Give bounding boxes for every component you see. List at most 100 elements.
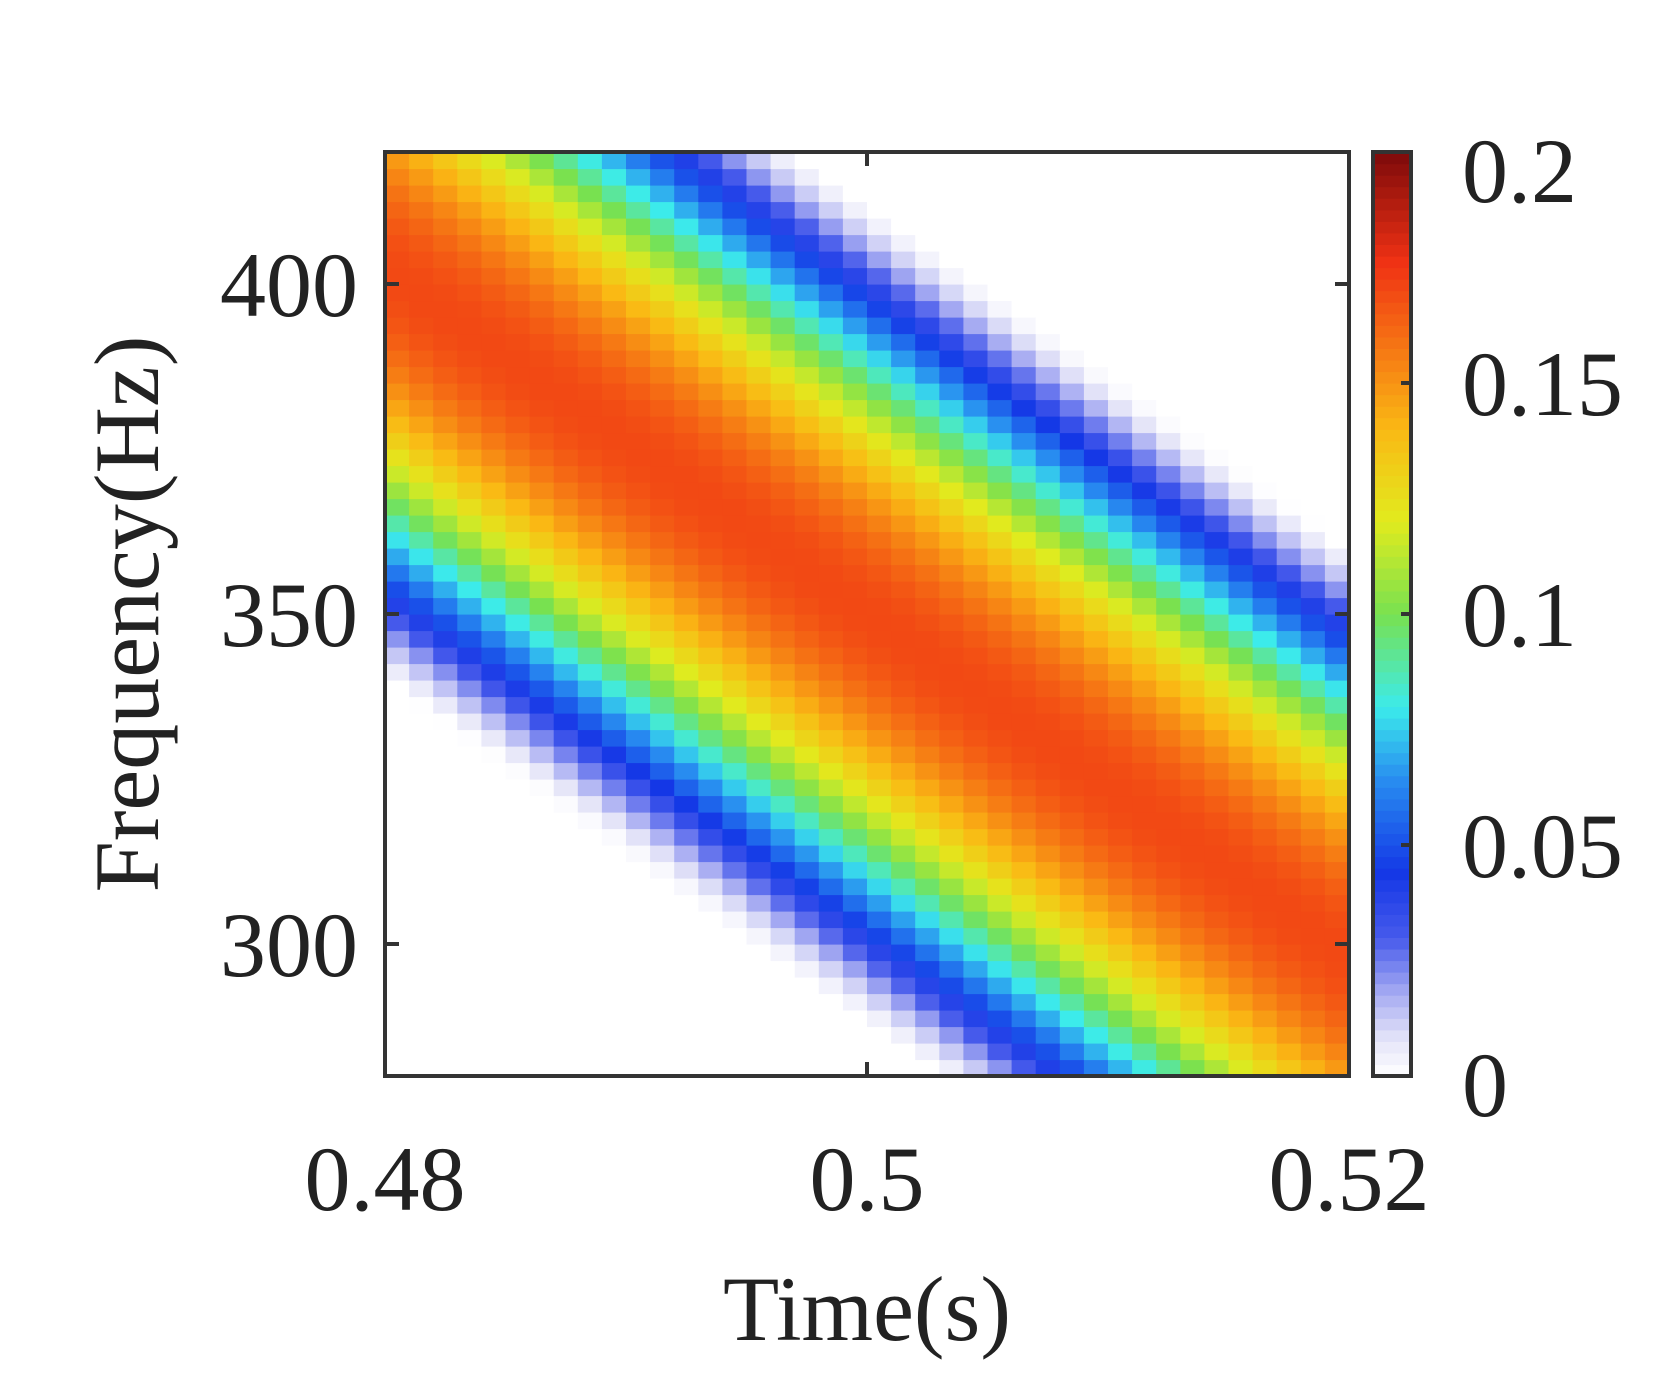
heatmap-cell: [1300, 416, 1326, 434]
heatmap-cell: [1059, 564, 1085, 582]
heatmap-cell: [1108, 185, 1133, 203]
heatmap-cell: [1011, 597, 1037, 615]
heatmap-cell: [553, 861, 579, 879]
heatmap-cell: [577, 383, 603, 401]
heatmap-cell: [1204, 894, 1230, 912]
heatmap-cell: [626, 432, 651, 450]
heatmap-cell: [722, 465, 748, 483]
heatmap-cell: [987, 251, 1013, 269]
heatmap-cell: [963, 812, 989, 830]
heatmap-cell: [1324, 168, 1350, 186]
heatmap-cell: [674, 449, 699, 467]
heatmap-cell: [457, 680, 482, 698]
heatmap-cell: [963, 234, 989, 252]
heatmap-cell: [915, 993, 940, 1011]
heatmap-cell: [842, 284, 868, 302]
heatmap-cell: [409, 300, 434, 318]
heatmap-cell: [987, 878, 1013, 896]
heatmap-cell: [409, 515, 434, 533]
heatmap-cell: [385, 548, 410, 566]
colorbar-band: [1373, 175, 1411, 188]
heatmap-cell: [601, 762, 627, 780]
heatmap-cell: [505, 498, 531, 516]
heatmap-cell: [818, 218, 844, 236]
heatmap-cell: [915, 317, 940, 335]
heatmap-cell: [722, 515, 748, 533]
heatmap-cell: [1108, 300, 1133, 318]
heatmap-cell: [818, 564, 844, 582]
heatmap-cell: [1228, 614, 1254, 632]
colorbar-band: [1373, 891, 1411, 904]
heatmap-cell: [1083, 1043, 1109, 1061]
heatmap-cell: [577, 564, 603, 582]
heatmap-cell: [385, 383, 410, 401]
heatmap-cell: [481, 267, 507, 285]
heatmap-cell: [1276, 861, 1302, 879]
heatmap-cell: [1324, 152, 1350, 170]
heatmap-cell: [1156, 432, 1181, 450]
heatmap-cell: [1324, 927, 1350, 945]
colorbar-band: [1373, 556, 1411, 569]
heatmap-cell: [481, 399, 507, 417]
heatmap-cell: [915, 168, 940, 186]
heatmap-cell: [1252, 383, 1278, 401]
heatmap-cell: [698, 696, 723, 714]
heatmap-cell: [963, 152, 989, 170]
heatmap-cell: [529, 960, 555, 978]
heatmap-cell: [818, 515, 844, 533]
heatmap-cell: [722, 878, 748, 896]
heatmap-cell: [1324, 713, 1350, 731]
heatmap-cell: [1035, 1059, 1061, 1077]
heatmap-cell: [409, 218, 434, 236]
heatmap-cell: [1132, 944, 1157, 962]
heatmap-cell: [915, 977, 940, 995]
heatmap-cell: [1228, 663, 1254, 681]
heatmap-cell: [770, 680, 796, 698]
heatmap-cell: [746, 185, 772, 203]
colorbar-tick-label: 0.05: [1462, 795, 1623, 897]
heatmap-cell: [385, 696, 410, 714]
heatmap-cell: [1132, 267, 1157, 285]
heatmap-cell: [1011, 861, 1037, 879]
heatmap-cell: [385, 894, 410, 912]
heatmap-cell: [746, 993, 772, 1011]
heatmap-cell: [1324, 680, 1350, 698]
heatmap-cell: [1228, 482, 1254, 500]
heatmap-cell: [842, 960, 868, 978]
heatmap-cell: [891, 597, 916, 615]
heatmap-cell: [939, 614, 964, 632]
heatmap-cell: [891, 168, 916, 186]
heatmap-cell: [722, 581, 748, 599]
heatmap-cell: [1083, 795, 1109, 813]
heatmap-cell: [1180, 581, 1205, 599]
heatmap-cell: [1011, 762, 1037, 780]
heatmap-cell: [1035, 498, 1061, 516]
heatmap-cell: [601, 498, 627, 516]
heatmap-cell: [457, 1043, 482, 1061]
heatmap-cell: [433, 152, 458, 170]
heatmap-cell: [1083, 993, 1109, 1011]
heatmap-cell: [1059, 449, 1085, 467]
heatmap-cell: [529, 911, 555, 929]
heatmap-cell: [1156, 284, 1181, 302]
heatmap-cell: [794, 152, 820, 170]
heatmap-cell: [1204, 861, 1230, 879]
heatmap-cell: [746, 383, 772, 401]
heatmap-cell: [939, 713, 964, 731]
colorbar-band: [1373, 579, 1411, 592]
heatmap-cell: [385, 234, 410, 252]
heatmap-cell: [1276, 564, 1302, 582]
heatmap-cell: [1204, 729, 1230, 747]
heatmap-cell: [987, 350, 1013, 368]
heatmap-cell: [626, 713, 651, 731]
heatmap-cell: [867, 894, 892, 912]
heatmap-cell: [385, 1026, 410, 1044]
heatmap-cell: [794, 185, 820, 203]
colorbar-band: [1373, 717, 1411, 731]
heatmap-cell: [867, 548, 892, 566]
heatmap-cell: [1108, 218, 1133, 236]
heatmap-cell: [433, 399, 458, 417]
heatmap-cell: [1035, 762, 1061, 780]
heatmap-cell: [1276, 548, 1302, 566]
heatmap-cell: [1180, 564, 1205, 582]
